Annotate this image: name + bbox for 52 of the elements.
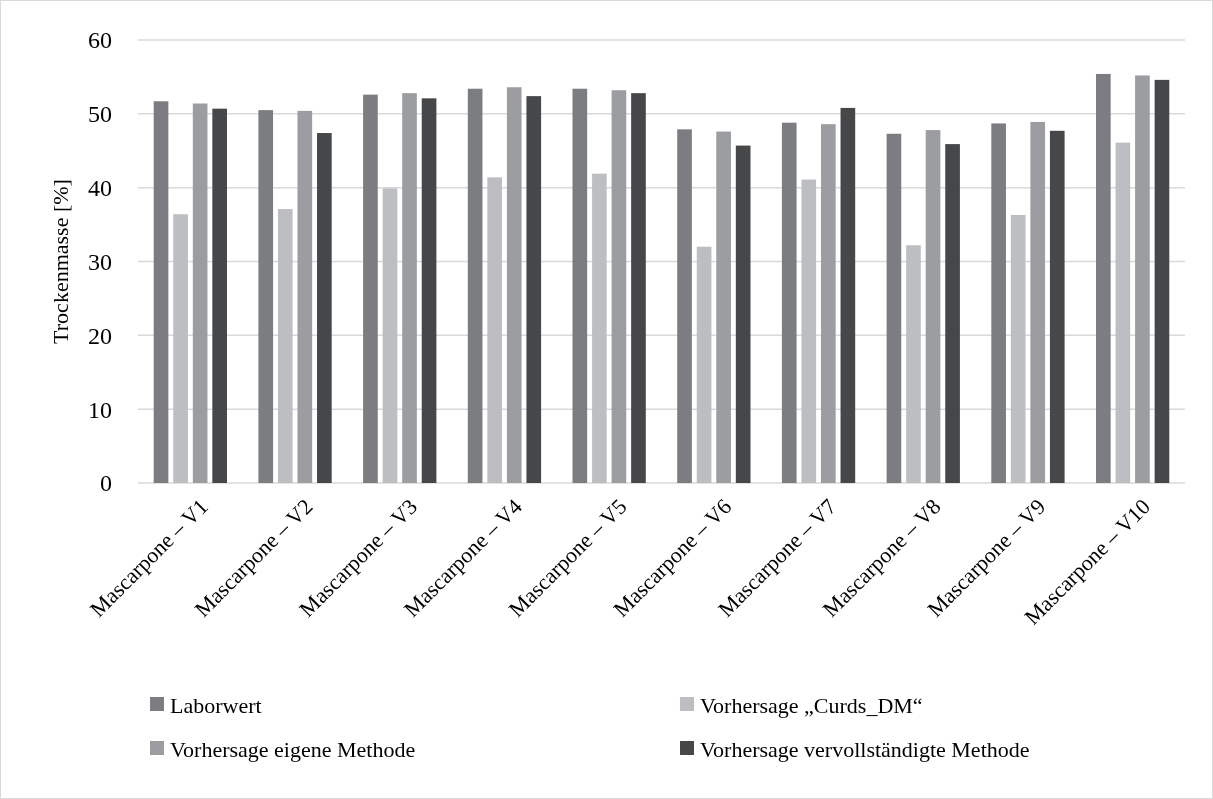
- y-tick-label: 20: [88, 322, 112, 349]
- y-tick-label: 40: [88, 175, 112, 202]
- bar: [735, 145, 751, 483]
- y-tick-label: 0: [100, 470, 112, 497]
- bar: [1010, 214, 1026, 483]
- bar: [1115, 142, 1131, 483]
- bar: [716, 131, 731, 483]
- y-tick-label: 60: [88, 27, 112, 54]
- bar: [526, 96, 542, 483]
- bar: [820, 124, 836, 483]
- bar: [631, 93, 646, 483]
- bar: [467, 88, 483, 483]
- legend-label: Laborwert: [170, 692, 262, 718]
- bar: [677, 129, 692, 483]
- bar: [277, 209, 293, 483]
- bar: [1030, 121, 1046, 483]
- bar: [886, 133, 902, 483]
- bar: [487, 177, 503, 483]
- bar: [212, 108, 227, 483]
- bar: [945, 144, 960, 483]
- y-tick-label: 10: [88, 396, 112, 423]
- bar: [781, 122, 797, 483]
- bar: [1154, 79, 1170, 483]
- bar: [192, 103, 208, 483]
- bar: [592, 173, 607, 483]
- y-tick-label: 50: [88, 101, 112, 128]
- y-tick-label: 30: [88, 248, 112, 275]
- bar: [925, 130, 941, 483]
- bar: [696, 246, 712, 483]
- bar: [153, 101, 169, 483]
- bar: [173, 214, 188, 483]
- y-axis-title: Trockenmasse [%]: [48, 179, 73, 344]
- bar: [572, 88, 588, 483]
- bar: [317, 133, 332, 483]
- legend-label: Vorhersage vervollständigte Methode: [700, 736, 1030, 762]
- bar: [611, 90, 627, 483]
- bar: [1135, 75, 1150, 483]
- bar: [258, 110, 274, 483]
- bar: [840, 107, 856, 483]
- legend-label: Vorhersage eigene Methode: [170, 736, 416, 762]
- bar: [906, 245, 921, 483]
- bar: [801, 179, 817, 483]
- bar: [297, 110, 313, 483]
- bar: [991, 123, 1006, 483]
- bar: [402, 93, 417, 483]
- legend-label: Vorhersage „Curds_DM“: [700, 692, 923, 718]
- bar: [363, 94, 378, 483]
- bar: [421, 98, 437, 483]
- bar: [506, 87, 522, 483]
- bar: [1049, 130, 1065, 483]
- bar: [1096, 73, 1111, 483]
- bar: [382, 188, 398, 483]
